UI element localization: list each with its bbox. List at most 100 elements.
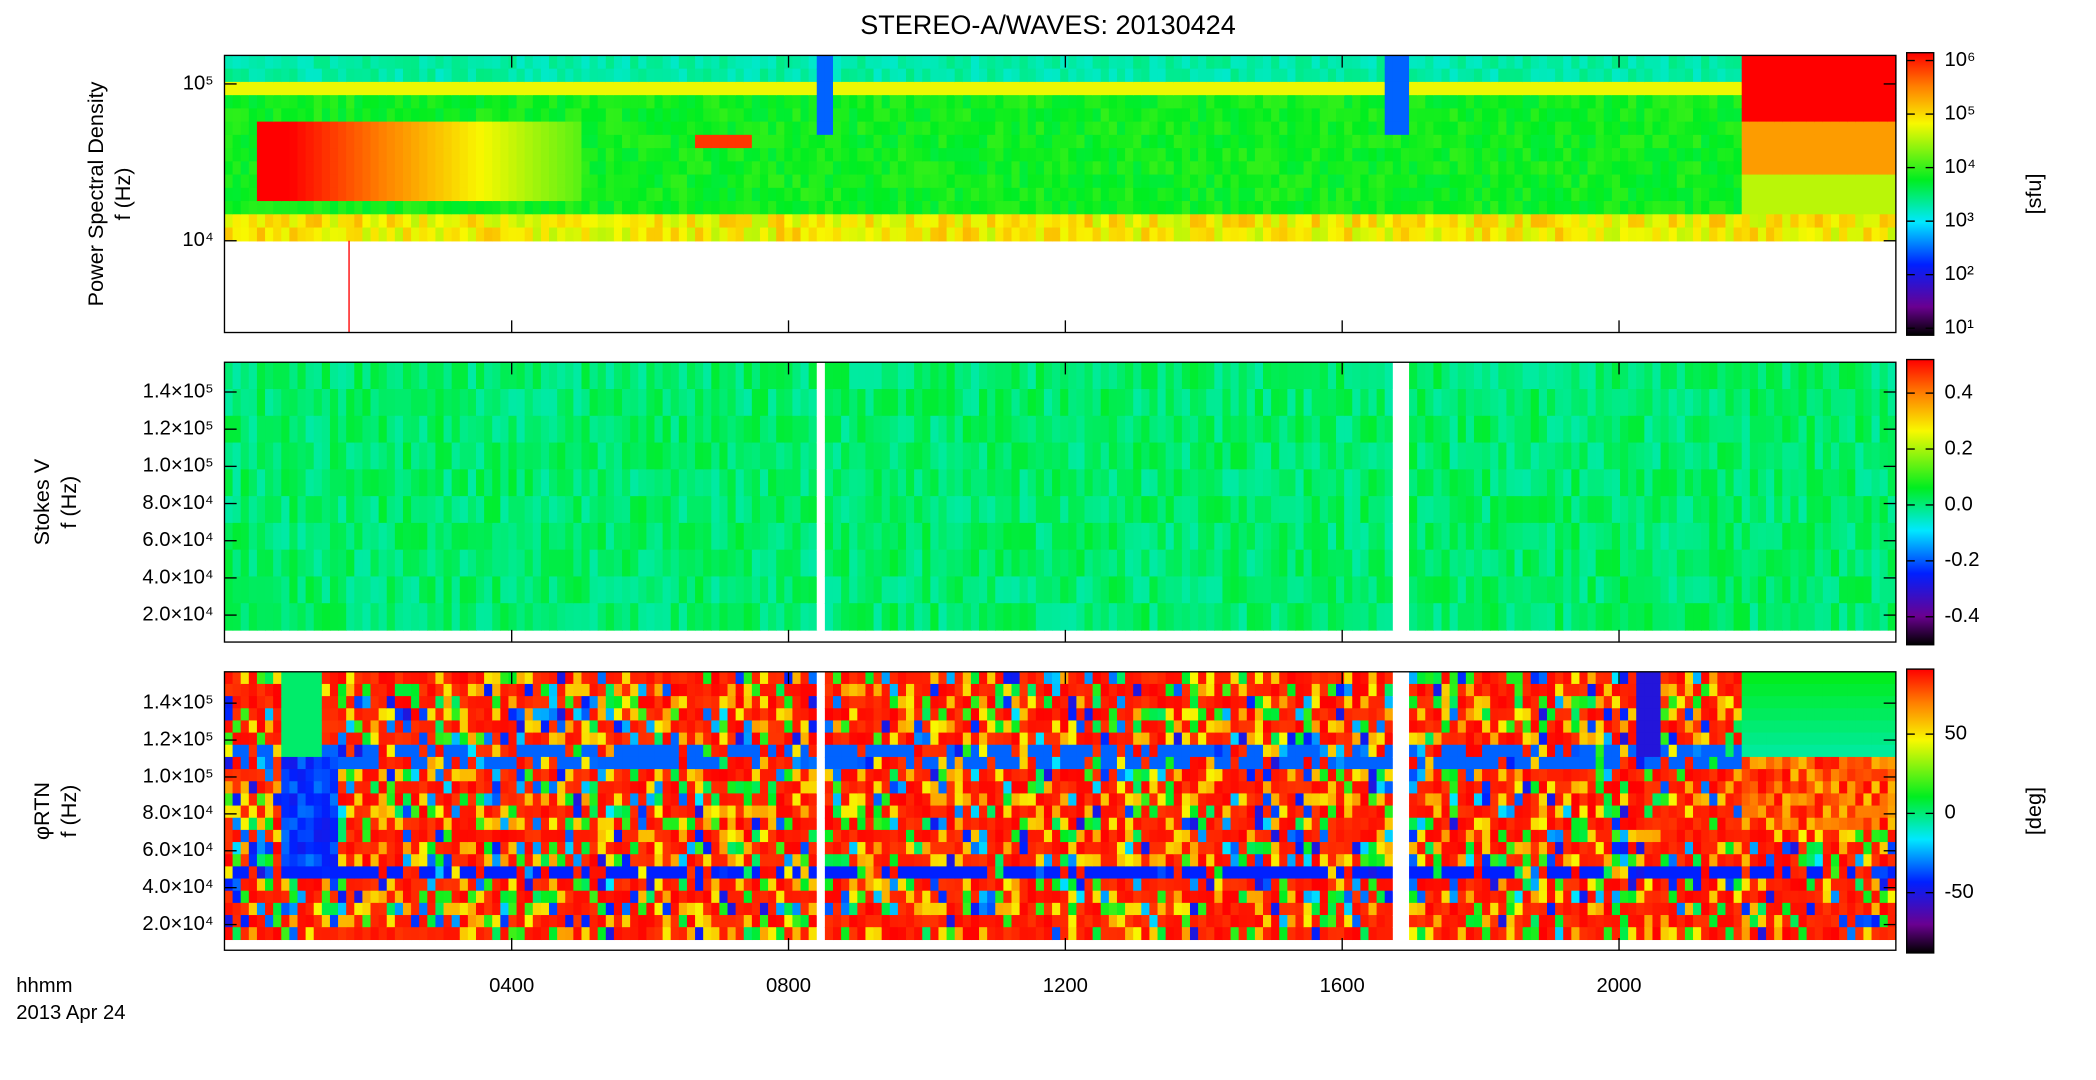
spectrogram-cell [1806,389,1816,417]
spectrogram-cell [938,121,948,136]
spectrogram-cell [1011,576,1021,604]
spectrogram-cell [1563,134,1572,149]
spectrogram-cell [751,201,761,215]
spectrogram-cell [1279,121,1289,136]
spectrogram-cell [1587,415,1597,444]
spectrogram-cell [265,187,274,202]
spectrogram-cell [1376,148,1386,163]
spectrogram-cell [1620,81,1629,96]
spectrogram-cell [1263,201,1272,215]
spectrogram-cell [1790,134,1800,149]
spectrogram-cell [1043,161,1053,176]
spectrogram-cell [321,603,331,631]
spectrogram-cell [759,134,769,149]
spectrogram-cell [581,148,591,163]
spectrogram-cell [1173,415,1183,444]
spectrogram-cell [1303,55,1313,70]
spectrogram-cell [832,603,842,631]
spectrogram-cell [1287,68,1297,83]
spectrogram-cell [1368,81,1378,96]
spectrogram-cell [857,187,867,202]
spectrogram-cell [1141,576,1151,604]
spectrogram-cell [1417,603,1426,631]
spectrogram-cell [1798,442,1808,471]
spectrogram-cell [1295,187,1305,202]
spectrogram-cell [402,134,412,149]
spectrogram-cell [605,148,615,163]
spectrogram-cell [516,187,526,202]
spectrogram-cell [411,576,420,604]
spectrogram-cell [1871,389,1881,417]
spectrogram-cell [597,55,607,70]
spectrogram-cell [1043,187,1053,202]
spectrogram-cell [1782,227,1792,242]
spectrogram-cell [1579,134,1589,149]
spectrogram-cell [1587,108,1597,123]
spectrogram-cell [816,108,826,123]
spectrogram-cell [1717,415,1727,444]
spectrogram-cell [232,496,242,524]
spectrogram-cell [816,469,826,497]
spectrogram-cell [670,95,680,110]
spectrogram-cell [1611,576,1621,604]
spectrogram-cell [654,442,664,471]
spectrogram-cell [565,469,575,497]
spectrogram-cell [1400,603,1410,631]
spectrogram-cell [1417,362,1426,390]
spectrogram-cell [881,134,891,149]
spectrogram-cell [1441,121,1451,136]
spectrogram-cell [1035,469,1045,497]
spectrogram-cell [386,174,396,189]
spectrogram-cell [427,603,437,631]
spectrogram-cell [646,227,656,242]
spectrogram-cell [1725,121,1735,136]
spectrogram-cell [1620,121,1629,136]
spectrogram-cell [1879,108,1889,123]
spectrogram-cell [1092,148,1102,163]
spectrogram-cell [1222,174,1232,189]
spectrogram-cell [549,187,558,202]
spectrogram-cell [1125,415,1134,444]
spectrogram-cell [1538,68,1548,83]
spectrogram-cell [1133,389,1142,417]
spectrogram-cell [232,442,242,471]
spectrogram-cell [532,121,542,136]
spectrogram-cell [273,362,282,390]
spectrogram-cell [1052,549,1061,578]
spectrogram-cell [1303,81,1313,96]
spectrogram-cell [719,469,729,497]
spectrogram-cell [1238,68,1248,83]
spectrogram-cell [857,201,867,215]
spectrogram-cell [1344,121,1353,136]
spectrogram-cell [605,415,615,444]
spectrogram-cell [1206,201,1216,215]
spectrogram-cell [1157,161,1167,176]
spectrogram-cell [1157,522,1167,551]
spectrogram-cell [1628,174,1637,189]
spectrogram-cell [532,148,542,163]
spectrogram-cell [1052,496,1061,524]
spectrogram-cell [630,549,639,578]
spectrogram-cell [1693,108,1702,123]
spectrogram-cell [1636,201,1646,215]
spectrogram-cell [297,187,307,202]
spectrogram-cell [1173,496,1183,524]
spectrogram-cell [1538,442,1548,471]
spectrogram-cell [930,214,940,229]
spectrogram-cell [443,108,453,123]
spectrogram-cell [1701,214,1710,229]
spectrogram-cell [970,576,980,604]
spectrogram-cell [1263,415,1272,444]
spectrogram-cell [930,442,940,471]
spectrogram-cell [695,161,704,176]
spectrogram-cell [232,214,242,229]
spectrogram-cell [1465,362,1475,390]
spectrogram-cell [1287,603,1297,631]
spectrogram-cell [1644,68,1654,83]
spectrogram-cell [995,362,1005,390]
spectrogram-cell [500,442,510,471]
spectrogram-cell [1214,68,1224,83]
spectrogram-cell [427,214,437,229]
spectrogram-cell [1392,55,1402,70]
spectrogram-cell [1449,81,1459,96]
